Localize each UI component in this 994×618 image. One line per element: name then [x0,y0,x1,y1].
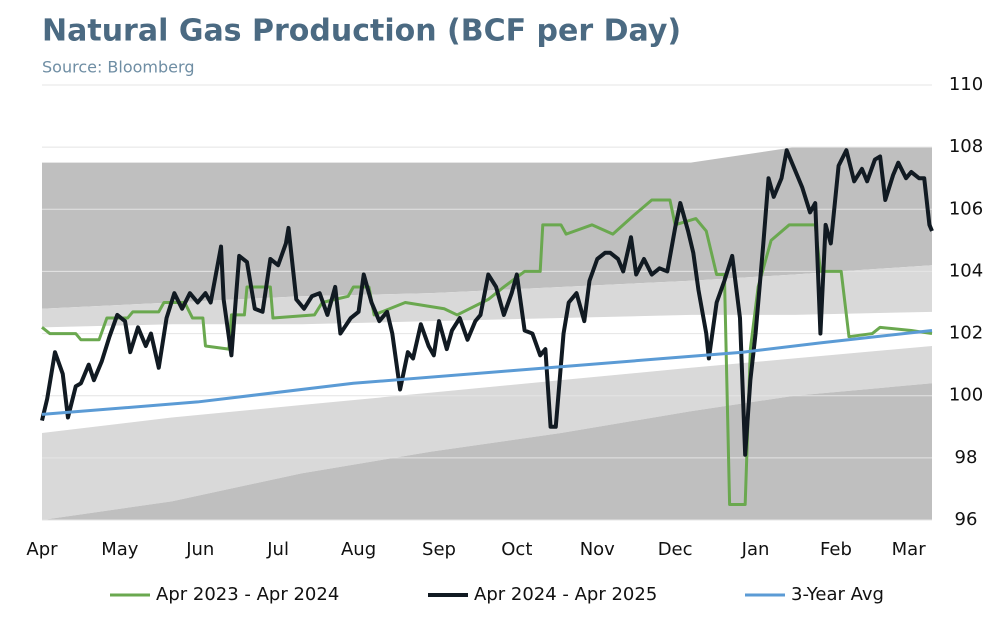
y-tick-label: 104 [949,260,983,281]
x-tick-label: Jun [185,539,214,560]
range-band [42,147,932,309]
series-line [41,328,933,416]
chart-subtitle: Source: Bloomberg [42,58,194,77]
x-tick-label: May [101,539,139,560]
x-tick-label: Apr [26,539,58,560]
x-tick-label: Sep [422,539,456,560]
legend-label: 3-Year Avg [791,584,884,605]
x-tick-label: Oct [501,539,532,560]
y-tick-label: 108 [949,136,983,157]
y-tick-label: 100 [949,385,983,406]
range-band [42,346,932,520]
x-tick-label: Jan [741,539,770,560]
y-tick-label: 110 [949,74,983,95]
x-tick-label: Nov [580,539,615,560]
series-line [40,148,934,457]
x-tick-label: Mar [892,539,927,560]
y-tick-label: 106 [949,198,983,219]
y-tick-label: 96 [955,509,978,530]
y-tick-label: 102 [949,323,983,344]
x-tick-label: Aug [341,539,376,560]
chart-title: Natural Gas Production (BCF per Day) [42,14,681,49]
x-tick-label: Feb [820,539,852,560]
x-tick-label: Dec [658,539,693,560]
legend-label: Apr 2024 - Apr 2025 [474,584,657,605]
legend-label: Apr 2023 - Apr 2024 [156,584,339,605]
range-band [42,383,932,520]
y-tick-label: 98 [955,447,978,468]
x-tick-label: Jul [266,539,289,560]
